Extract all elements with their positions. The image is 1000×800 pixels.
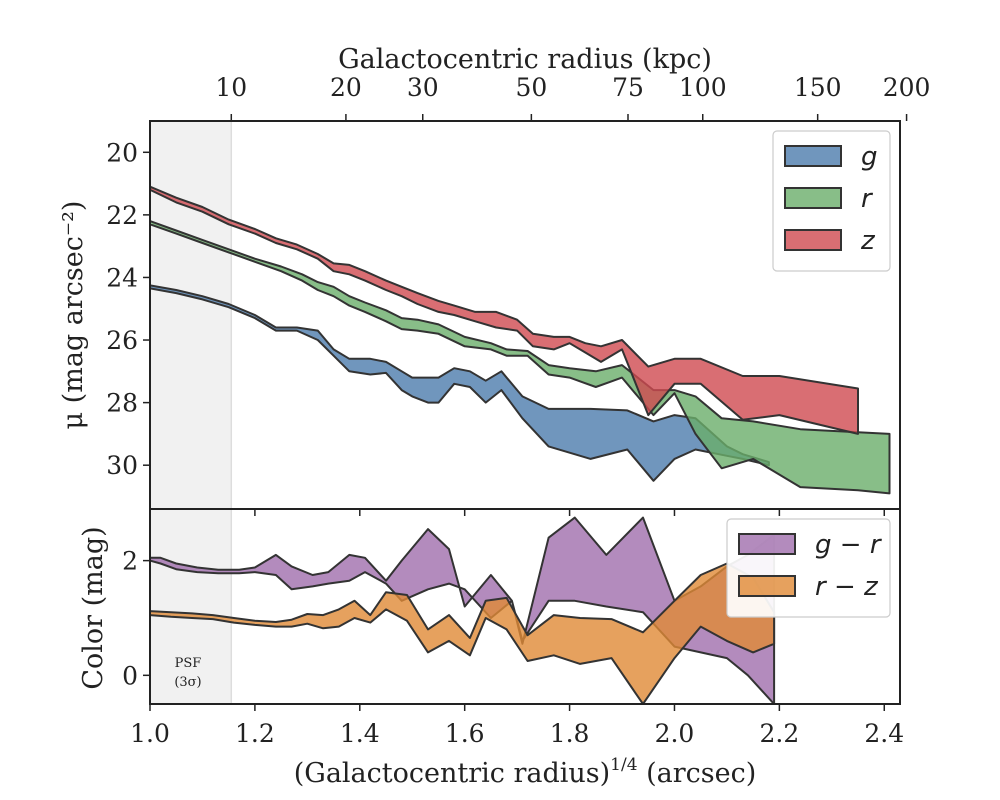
bottom-y-axis-label: Color (mag) bbox=[78, 526, 109, 689]
top-tick-label: 50 bbox=[515, 73, 547, 102]
x-axis: 1.0 1.2 1.4 1.6 1.8 2.0 2.2 2.4 bbox=[130, 719, 904, 748]
x-tick-label: 2.0 bbox=[655, 719, 695, 748]
top-tick-label: 20 bbox=[330, 73, 362, 102]
x-tick-label: 1.4 bbox=[340, 719, 380, 748]
bottom-legend-swatch-g-r bbox=[738, 533, 796, 555]
top-bands bbox=[150, 185, 891, 495]
top-y-tick-label: 30 bbox=[106, 451, 138, 480]
bottom-band-r-z bbox=[150, 562, 776, 704]
x-tick-label: 2.4 bbox=[864, 719, 904, 748]
top-tick-label: 10 bbox=[215, 73, 247, 102]
x-tick-label: 1.6 bbox=[445, 719, 485, 748]
top-legend-swatch-z bbox=[784, 229, 842, 251]
top-panel: 20 22 24 26 28 30 grz bbox=[106, 120, 901, 516]
top-legend-swatch-r bbox=[784, 187, 842, 209]
top-y-axis-label: μ (mag arcsec⁻²) bbox=[58, 201, 89, 430]
top-axis-label: Galactocentric radius (kpc) bbox=[338, 44, 712, 75]
x-tick-label: 1.0 bbox=[130, 719, 170, 748]
bottom-legend-label-g-r: g − r bbox=[815, 530, 883, 560]
bottom-frame bbox=[149, 508, 901, 705]
bottom-bands bbox=[150, 516, 776, 704]
top-psf-region bbox=[150, 121, 232, 509]
bottom-band-g-r bbox=[150, 516, 776, 704]
top-y-tick-label: 20 bbox=[106, 138, 138, 167]
top-y-tick-label: 26 bbox=[106, 326, 138, 355]
bottom-panel: 0 2 g − r r − z bbox=[122, 508, 901, 711]
x-axis-label: (Galactocentric radius)1/4 (arcsec) bbox=[294, 755, 757, 789]
top-band-z bbox=[150, 185, 859, 435]
psf-label: PSF bbox=[175, 656, 202, 671]
top-tick-label: 30 bbox=[407, 73, 439, 102]
top-tick-label: 150 bbox=[794, 73, 842, 102]
top-y-tick-label: 28 bbox=[106, 389, 138, 418]
top-tick-label: 75 bbox=[612, 73, 644, 102]
top-legend-label-r: r bbox=[861, 184, 874, 214]
top-y-tick-label: 24 bbox=[106, 263, 138, 292]
top-legend-label-g: g bbox=[861, 142, 878, 172]
top-tick-label: 100 bbox=[679, 73, 727, 102]
bottom-psf-region bbox=[150, 509, 232, 704]
x-tick-label: 1.2 bbox=[235, 719, 275, 748]
top-band-r bbox=[150, 220, 891, 495]
bottom-y-tick-label: 0 bbox=[122, 661, 138, 690]
top-kpc-axis: 10 20 30 50 75 100 150 200 bbox=[215, 73, 930, 121]
bottom-y-tick-label: 2 bbox=[122, 547, 138, 576]
top-legend-swatch-g bbox=[784, 145, 842, 167]
top-tick-label: 200 bbox=[883, 73, 931, 102]
top-y-tick-label: 22 bbox=[106, 201, 138, 230]
top-legend-label-z: z bbox=[860, 226, 876, 256]
x-tick-label: 1.8 bbox=[550, 719, 590, 748]
bottom-legend-label-r-z: r − z bbox=[815, 572, 879, 602]
bottom-legend-swatch-r-z bbox=[738, 575, 796, 597]
x-tick-label: 2.2 bbox=[759, 719, 799, 748]
psf-sigma-label: (3σ) bbox=[174, 675, 201, 690]
